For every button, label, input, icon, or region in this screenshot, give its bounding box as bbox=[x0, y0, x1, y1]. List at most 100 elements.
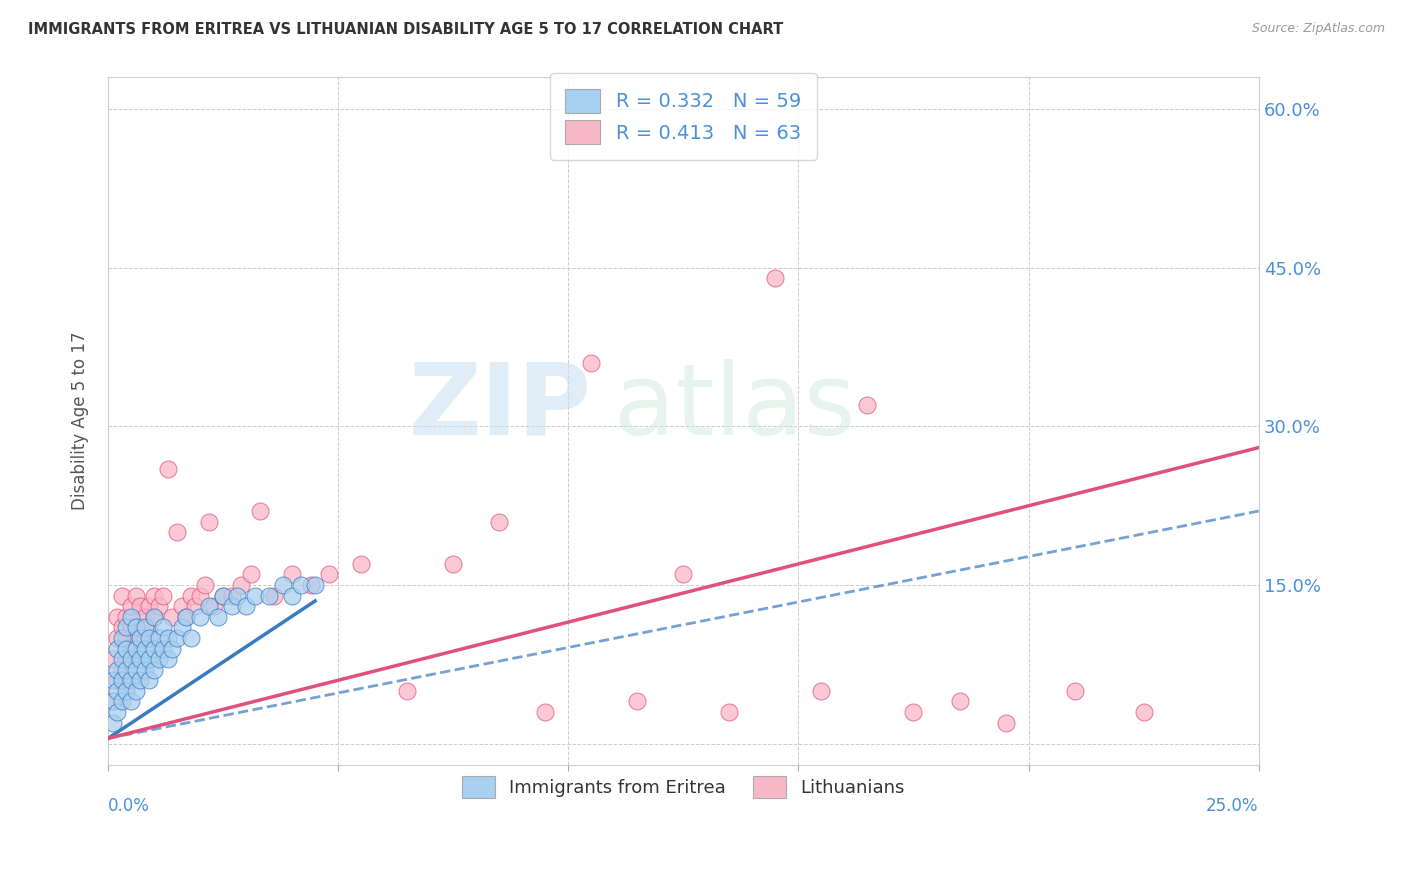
Point bbox=[115, 683, 138, 698]
Point bbox=[129, 599, 152, 614]
Point bbox=[124, 631, 146, 645]
Point bbox=[115, 620, 138, 634]
Point bbox=[235, 599, 257, 614]
Text: 0.0%: 0.0% bbox=[108, 797, 150, 814]
Point bbox=[148, 599, 170, 614]
Point bbox=[856, 398, 879, 412]
Point bbox=[396, 683, 419, 698]
Point bbox=[124, 641, 146, 656]
Point bbox=[626, 694, 648, 708]
Point bbox=[124, 683, 146, 698]
Point bbox=[174, 609, 197, 624]
Point bbox=[225, 589, 247, 603]
Point bbox=[115, 631, 138, 645]
Point bbox=[257, 589, 280, 603]
Point bbox=[188, 609, 211, 624]
Point bbox=[239, 567, 262, 582]
Point bbox=[111, 589, 134, 603]
Point bbox=[534, 705, 557, 719]
Point bbox=[152, 620, 174, 634]
Point bbox=[120, 694, 142, 708]
Point bbox=[194, 578, 217, 592]
Point bbox=[101, 694, 124, 708]
Point bbox=[143, 589, 166, 603]
Point bbox=[765, 271, 787, 285]
Point bbox=[581, 356, 603, 370]
Point bbox=[903, 705, 925, 719]
Point bbox=[188, 589, 211, 603]
Point bbox=[1063, 683, 1085, 698]
Point bbox=[105, 663, 128, 677]
Point bbox=[263, 589, 285, 603]
Point bbox=[718, 705, 741, 719]
Point bbox=[101, 694, 124, 708]
Point bbox=[281, 567, 304, 582]
Point bbox=[115, 609, 138, 624]
Point bbox=[120, 609, 142, 624]
Point bbox=[231, 578, 253, 592]
Point bbox=[170, 599, 193, 614]
Point bbox=[207, 609, 229, 624]
Point bbox=[138, 652, 160, 666]
Point bbox=[221, 589, 243, 603]
Point bbox=[111, 673, 134, 688]
Point bbox=[134, 663, 156, 677]
Point bbox=[115, 663, 138, 677]
Y-axis label: Disability Age 5 to 17: Disability Age 5 to 17 bbox=[72, 332, 89, 510]
Point bbox=[120, 620, 142, 634]
Point bbox=[120, 641, 142, 656]
Point bbox=[162, 609, 184, 624]
Text: ZIP: ZIP bbox=[408, 359, 592, 456]
Point bbox=[202, 599, 225, 614]
Point bbox=[304, 578, 326, 592]
Point bbox=[281, 589, 304, 603]
Point bbox=[105, 609, 128, 624]
Point bbox=[994, 715, 1017, 730]
Point bbox=[488, 515, 510, 529]
Point bbox=[198, 599, 221, 614]
Point bbox=[134, 609, 156, 624]
Point bbox=[299, 578, 322, 592]
Point bbox=[138, 620, 160, 634]
Point bbox=[672, 567, 695, 582]
Text: Source: ZipAtlas.com: Source: ZipAtlas.com bbox=[1251, 22, 1385, 36]
Point bbox=[290, 578, 312, 592]
Point bbox=[212, 589, 235, 603]
Point bbox=[212, 589, 235, 603]
Point bbox=[105, 641, 128, 656]
Point bbox=[105, 673, 128, 688]
Point bbox=[105, 683, 128, 698]
Point bbox=[111, 652, 134, 666]
Point bbox=[143, 609, 166, 624]
Point bbox=[101, 715, 124, 730]
Point bbox=[184, 599, 207, 614]
Point bbox=[810, 683, 832, 698]
Point bbox=[111, 663, 134, 677]
Point bbox=[143, 641, 166, 656]
Point bbox=[152, 641, 174, 656]
Text: 25.0%: 25.0% bbox=[1206, 797, 1258, 814]
Point bbox=[115, 641, 138, 656]
Point bbox=[180, 631, 202, 645]
Point bbox=[138, 631, 160, 645]
Point bbox=[148, 631, 170, 645]
Point bbox=[156, 461, 179, 475]
Point bbox=[138, 599, 160, 614]
Point bbox=[129, 620, 152, 634]
Point bbox=[441, 557, 464, 571]
Point bbox=[101, 652, 124, 666]
Point bbox=[134, 620, 156, 634]
Point bbox=[120, 652, 142, 666]
Point bbox=[198, 515, 221, 529]
Point bbox=[948, 694, 970, 708]
Point bbox=[318, 567, 340, 582]
Point bbox=[350, 557, 373, 571]
Point bbox=[156, 631, 179, 645]
Point bbox=[1132, 705, 1154, 719]
Point bbox=[180, 589, 202, 603]
Point bbox=[134, 641, 156, 656]
Point bbox=[129, 631, 152, 645]
Point bbox=[166, 631, 188, 645]
Point bbox=[249, 504, 271, 518]
Point bbox=[120, 673, 142, 688]
